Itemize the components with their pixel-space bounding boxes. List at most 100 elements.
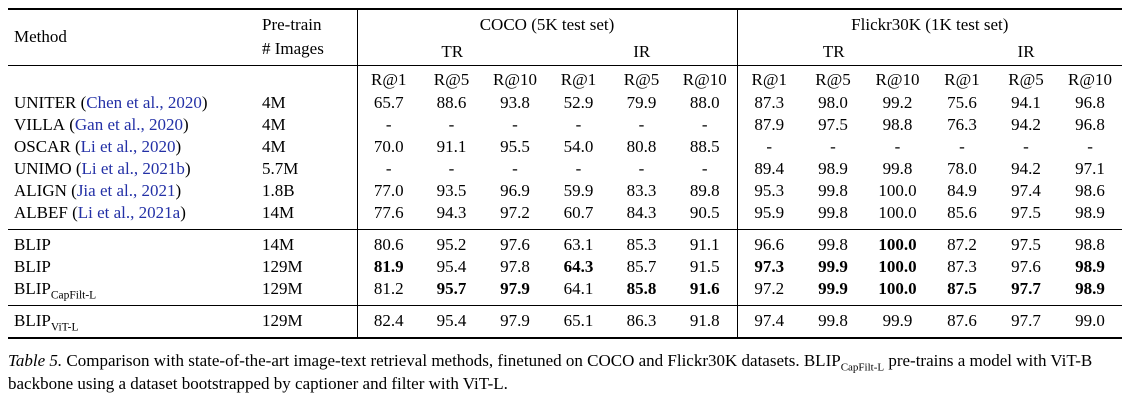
metric-cell: 87.2 bbox=[947, 235, 977, 254]
method-cell: BLIP bbox=[8, 230, 262, 257]
method-name: UNIMO bbox=[14, 159, 72, 178]
caption-subscript: CapFilt-L bbox=[840, 361, 885, 374]
method-name: ALIGN bbox=[14, 181, 67, 200]
col-header-pretrain: Pre-train # Images bbox=[262, 9, 357, 65]
metric-header: R@5 bbox=[433, 70, 470, 90]
metric-cell: 78.0 bbox=[947, 159, 977, 178]
col-header-coco-tr: TR bbox=[356, 39, 547, 65]
metric-cell: - bbox=[701, 159, 708, 178]
metric-cell: 91.1 bbox=[689, 235, 720, 254]
metric-cell: 95.7 bbox=[436, 279, 467, 298]
method-name: BLIP bbox=[14, 235, 51, 254]
metric-cell: - bbox=[512, 159, 518, 178]
metric-cell: 97.5 bbox=[1011, 235, 1041, 254]
citation-link[interactable]: Chen et al., 2020 bbox=[86, 93, 202, 112]
citation-link[interactable]: Li et al., 2021a bbox=[77, 203, 181, 222]
metric-cell: 79.9 bbox=[626, 93, 657, 112]
method-name: BLIP bbox=[14, 257, 51, 276]
table-row-oscar: OSCAR (Li et al., 2020) 4M 70.0 91.1 95.… bbox=[8, 136, 1122, 158]
method-cell: BLIP bbox=[8, 256, 262, 278]
metric-cell: 87.9 bbox=[736, 114, 802, 136]
metric-cell: 95.4 bbox=[436, 257, 467, 276]
metric-cell: 80.8 bbox=[626, 137, 657, 156]
pretrain-cell: 129M bbox=[262, 257, 303, 276]
metric-header: R@5 bbox=[623, 70, 660, 90]
metric-cell: - bbox=[1023, 137, 1029, 156]
metric-cell: 83.3 bbox=[626, 181, 657, 200]
method-name: ALBEF bbox=[14, 203, 68, 222]
metric-cell: 84.9 bbox=[947, 181, 977, 200]
method-cell: ALBEF (Li et al., 2021a) bbox=[8, 202, 262, 230]
metric-cell: 100.0 bbox=[878, 279, 917, 298]
metric-cell: 97.7 bbox=[1011, 311, 1041, 330]
metrics-header-group: R@1 R@5 R@10 R@1 R@5 R@10 R@1 R@5 R@10 R… bbox=[8, 65, 1122, 92]
method-cell: OSCAR (Li et al., 2020) bbox=[8, 136, 262, 158]
metric-cell: 80.6 bbox=[356, 229, 420, 256]
metric-cell: 85.8 bbox=[626, 279, 657, 298]
blip-rows: BLIP 14M 80.6 95.2 97.6 63.1 85.3 91.1 9… bbox=[8, 229, 1123, 306]
metric-cell: 59.9 bbox=[563, 181, 594, 200]
table-row-unimo: UNIMO (Li et al., 2021b) 5.7M - - - - - … bbox=[8, 158, 1122, 180]
citation-link[interactable]: Jia et al., 2021 bbox=[76, 181, 176, 200]
method-cell: UNIMO (Li et al., 2021b) bbox=[8, 158, 262, 180]
metric-cell: - bbox=[1087, 137, 1093, 156]
metric-cell: 81.9 bbox=[356, 256, 420, 278]
pretrain-cell: 14M bbox=[262, 203, 295, 222]
metric-cell: 97.5 bbox=[1011, 203, 1041, 222]
metric-cell: 88.6 bbox=[436, 93, 467, 112]
cite-open: ( bbox=[70, 137, 81, 156]
metric-cell: 90.5 bbox=[689, 203, 720, 222]
metric-cell: 91.5 bbox=[689, 257, 720, 276]
metric-cell: 86.3 bbox=[626, 311, 657, 330]
cite-close: ) bbox=[175, 181, 182, 200]
metric-cell: 91.8 bbox=[689, 311, 720, 330]
metric-cell: - bbox=[356, 114, 420, 136]
metric-cell: 65.1 bbox=[563, 311, 594, 330]
metric-cell: - bbox=[701, 115, 708, 134]
metric-cell: 64.1 bbox=[563, 279, 594, 298]
caption-label: Table 5. bbox=[8, 351, 63, 370]
table-row-blip-129m: BLIP 129M 81.9 95.4 97.8 64.3 85.7 91.5 … bbox=[8, 256, 1122, 278]
metric-cell: 65.7 bbox=[356, 92, 420, 114]
citation-link[interactable]: Gan et al., 2020 bbox=[74, 115, 184, 134]
metric-cell: 89.8 bbox=[689, 181, 720, 200]
metric-cell: 64.3 bbox=[563, 257, 594, 276]
metric-cell: 100.0 bbox=[878, 203, 917, 222]
metric-header: R@1 bbox=[560, 70, 597, 90]
metric-cell: 99.2 bbox=[882, 93, 913, 112]
citation-link[interactable]: Li et al., 2020 bbox=[80, 137, 176, 156]
metric-cell: 98.8 bbox=[1075, 235, 1105, 254]
table-caption: Table 5. Comparison with state-of-the-ar… bbox=[8, 349, 1122, 395]
metric-cell: - bbox=[959, 137, 965, 156]
metric-cell: 81.2 bbox=[356, 278, 420, 306]
metric-header: R@10 bbox=[682, 70, 727, 90]
metric-header: R@10 bbox=[1068, 70, 1113, 90]
metric-cell: 91.6 bbox=[689, 279, 720, 298]
metric-header: R@1 bbox=[356, 65, 420, 92]
metric-cell: 96.6 bbox=[736, 229, 802, 256]
metric-cell: 77.0 bbox=[356, 180, 420, 202]
metric-cell: 99.9 bbox=[882, 311, 913, 330]
metric-cell: 100.0 bbox=[878, 181, 917, 200]
metric-cell: - bbox=[638, 115, 645, 134]
metric-cell: 85.3 bbox=[626, 235, 657, 254]
metric-cell: 97.9 bbox=[500, 279, 530, 298]
method-name: UNITER bbox=[14, 93, 77, 112]
metric-cell: 97.2 bbox=[736, 278, 802, 306]
metric-cell: 99.9 bbox=[818, 257, 848, 276]
table-row-blip-14m: BLIP 14M 80.6 95.2 97.6 63.1 85.3 91.1 9… bbox=[8, 229, 1122, 257]
metric-cell: 97.1 bbox=[1075, 159, 1105, 178]
metric-header: R@1 bbox=[944, 70, 980, 90]
col-header-flickr: Flickr30K (1K test set) bbox=[736, 9, 1123, 39]
metric-cell: 100.0 bbox=[878, 257, 917, 276]
metric-cell: 87.6 bbox=[947, 311, 977, 330]
metric-cell: 52.9 bbox=[563, 93, 594, 112]
header-row-tasks: TR IR TR IR bbox=[8, 39, 1122, 65]
metric-cell: - bbox=[448, 159, 455, 178]
pretrain-cell: 14M bbox=[262, 235, 295, 254]
caption-text-1: Comparison with state-of-the-art image-t… bbox=[62, 351, 841, 370]
metric-cell: 75.6 bbox=[947, 93, 977, 112]
citation-link[interactable]: Li et al., 2021b bbox=[81, 159, 185, 178]
metric-cell: 84.3 bbox=[626, 203, 657, 222]
metric-cell: 87.3 bbox=[947, 257, 977, 276]
